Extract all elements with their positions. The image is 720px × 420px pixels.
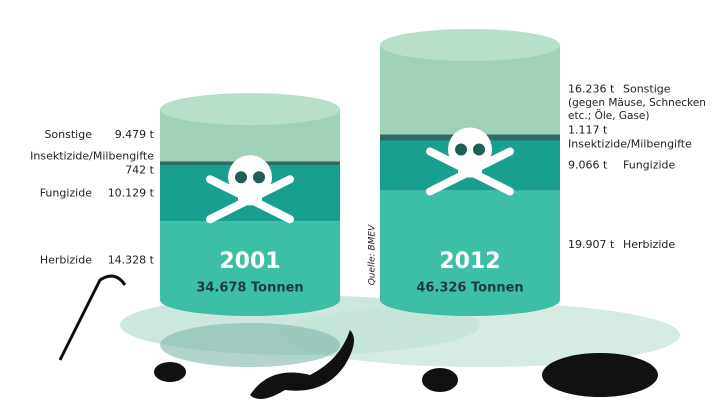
barrel: 2001 34.678 Tonnen bbox=[160, 93, 340, 316]
total-label: 46.326 Tonnen bbox=[416, 281, 523, 296]
eye bbox=[253, 171, 265, 183]
value-label: 16.236 t bbox=[568, 83, 615, 96]
series-name: Insektizide/Milbengifte bbox=[568, 137, 692, 150]
value-label: 9.479 t bbox=[115, 128, 155, 141]
infographic: Quelle: BMEV 2001 34.678 Tonnen 14.328 t He… bbox=[0, 0, 720, 420]
total-label: 34.678 Tonnen bbox=[196, 281, 303, 296]
note-box: (gegen Mäuse, Schnecken etc.; Öle, Gase) bbox=[568, 97, 718, 129]
source: Quelle: BMEV bbox=[368, 224, 378, 285]
series-name: Sonstige bbox=[623, 83, 671, 96]
eye bbox=[473, 143, 485, 155]
value-label: 9.066 t bbox=[568, 158, 608, 171]
series-name: Fungizide bbox=[40, 186, 93, 199]
value-label: 10.129 t bbox=[108, 186, 155, 199]
value-label: 14.328 t bbox=[108, 254, 155, 267]
series-name: Herbizide bbox=[40, 254, 92, 267]
eye bbox=[235, 171, 247, 183]
skull-jaw bbox=[238, 191, 262, 205]
barrel: 2012 46.326 Tonnen bbox=[380, 29, 560, 316]
skull-jaw bbox=[458, 163, 482, 177]
year-label: 2012 bbox=[439, 249, 500, 274]
barrel-top bbox=[160, 93, 340, 125]
year-label: 2001 bbox=[219, 249, 280, 274]
value-label: 742 t bbox=[125, 163, 154, 176]
barrel-top bbox=[380, 29, 560, 61]
series-name: Herbizide bbox=[623, 238, 675, 251]
series-name: Fungizide bbox=[623, 158, 676, 171]
eye bbox=[455, 143, 467, 155]
series-note: (gegen Mäuse, Schnecken etc.; Öle, Gase) bbox=[568, 97, 718, 123]
value-label: 19.907 t bbox=[568, 238, 615, 251]
series-name: Sonstige bbox=[44, 128, 92, 141]
series-name: Insektizide/Milbengifte bbox=[30, 149, 154, 162]
